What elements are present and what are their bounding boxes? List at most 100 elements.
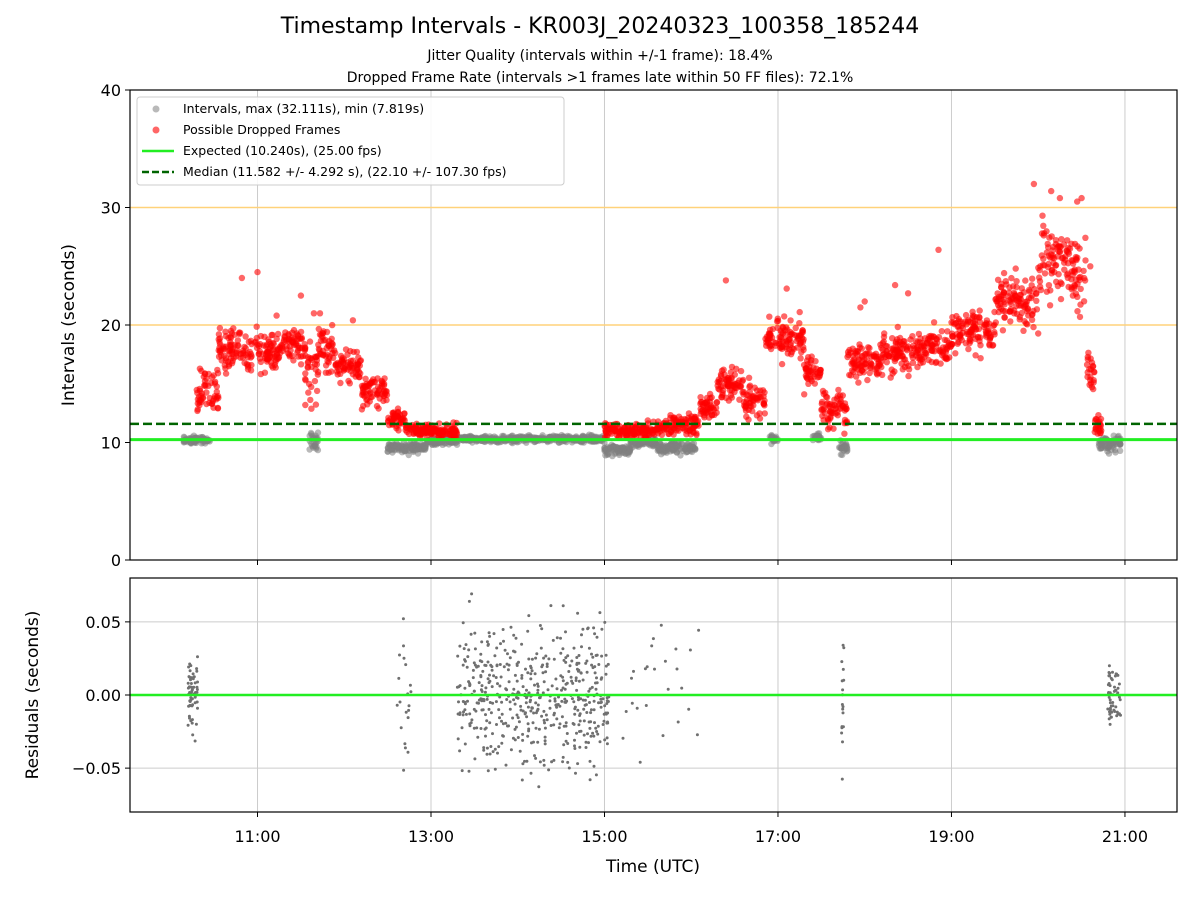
residual-point [486, 660, 490, 664]
residual-point [473, 647, 477, 651]
residual-point [477, 698, 481, 702]
dropped-frame-point [749, 407, 756, 415]
x-tick-label: 21:00 [1102, 827, 1148, 846]
residual-point [676, 720, 680, 724]
residual-point [195, 688, 199, 691]
residual-point [512, 633, 516, 637]
residual-point [409, 690, 413, 694]
residual-point [597, 663, 601, 666]
interval-point [500, 432, 507, 440]
dropped-frame-point [1090, 385, 1097, 393]
residual-point [461, 713, 465, 717]
dropped-frame-point [899, 366, 906, 373]
chart-title: Timestamp Intervals - KR003J_20240323_10… [280, 14, 920, 39]
dropped-frame-point [759, 387, 767, 394]
dropped-frame-point [998, 284, 1005, 291]
dropped-frame-point [1001, 314, 1008, 321]
dropped-frame-point [702, 409, 709, 417]
dropped-frame-point [274, 355, 281, 363]
dropped-frame-point [727, 369, 735, 376]
residual-point [190, 721, 194, 725]
residual-point [697, 628, 701, 632]
dropped-frame-point [756, 410, 763, 417]
residual-point [565, 732, 569, 735]
dropped-frame-point [896, 341, 904, 348]
residual-point [1118, 698, 1122, 702]
dropped-frame-point [245, 338, 253, 345]
dropped-frame-point [1000, 269, 1008, 277]
dropped-frame-point [905, 343, 912, 350]
residual-point [606, 662, 610, 666]
top-y-ticks: 0 10 20 30 40 [101, 81, 130, 570]
dropped-frame-point [691, 413, 698, 420]
dropped-frame-point [254, 268, 261, 276]
residual-point [588, 726, 592, 730]
residual-point [482, 699, 486, 703]
residual-point [1108, 706, 1112, 710]
residual-point [573, 712, 577, 716]
residual-point [527, 614, 531, 618]
residual-point [526, 629, 530, 633]
dropped-frame-point [206, 399, 213, 406]
dropped-frame-point [1025, 286, 1033, 294]
legend-expected-label: Expected (10.240s), (25.00 fps) [183, 143, 382, 158]
dropped-frame-point [745, 392, 752, 399]
residual-point [473, 757, 477, 761]
residual-point [550, 760, 554, 764]
residual-point [1108, 701, 1112, 705]
dropped-frame-point [362, 383, 369, 391]
residual-point [483, 690, 487, 694]
residual-point [476, 735, 480, 739]
residual-point [398, 653, 401, 657]
dropped-frame-point [763, 339, 770, 346]
dropped-frame-point [1018, 309, 1025, 317]
dropped-frame-point [894, 323, 901, 331]
dropped-frame-point [854, 348, 861, 355]
residual-point [526, 722, 530, 726]
residual-point [489, 711, 493, 715]
residual-point [560, 715, 564, 719]
residual-point [526, 671, 530, 675]
residual-point [485, 752, 489, 756]
residual-point [515, 662, 519, 666]
residual-point [598, 740, 602, 744]
residual-point [574, 771, 577, 775]
residual-point [494, 700, 498, 704]
residual-point [605, 736, 609, 740]
legend[interactable]: Intervals, max (32.111s), min (7.819s) P… [136, 96, 565, 186]
dropped-frame-point [818, 406, 825, 413]
residual-point [190, 697, 194, 701]
residual-point [1119, 713, 1122, 717]
dropped-frame-point [955, 323, 962, 330]
interval-point [683, 445, 690, 452]
residual-point [578, 719, 582, 723]
residual-point [463, 702, 467, 706]
residual-point [479, 652, 483, 656]
residual-point [555, 703, 559, 707]
residual-point [561, 604, 565, 608]
dropped-frame-point [905, 372, 912, 380]
residual-point [480, 684, 484, 688]
residual-point [498, 684, 502, 688]
residual-point [187, 675, 191, 679]
top-y-tick-label: 30 [101, 199, 121, 218]
dropped-frame-point [792, 324, 799, 332]
residual-point [593, 671, 597, 675]
residual-point [456, 737, 460, 741]
residual-point [488, 634, 492, 638]
residual-point [563, 697, 567, 701]
dropped-frame-point [1036, 266, 1043, 274]
residual-point [534, 711, 538, 715]
dropped-frame-point [1030, 180, 1038, 188]
residual-point [585, 670, 589, 674]
residual-point [543, 721, 546, 725]
residual-point [542, 680, 546, 684]
dropped-frame-point [274, 330, 282, 338]
dropped-frame-point [861, 351, 869, 358]
residual-point [523, 712, 527, 716]
residual-point [535, 652, 539, 656]
residual-point [195, 690, 199, 694]
bottom-y-tick-label: 0.00 [85, 686, 121, 705]
residual-point [529, 771, 533, 775]
